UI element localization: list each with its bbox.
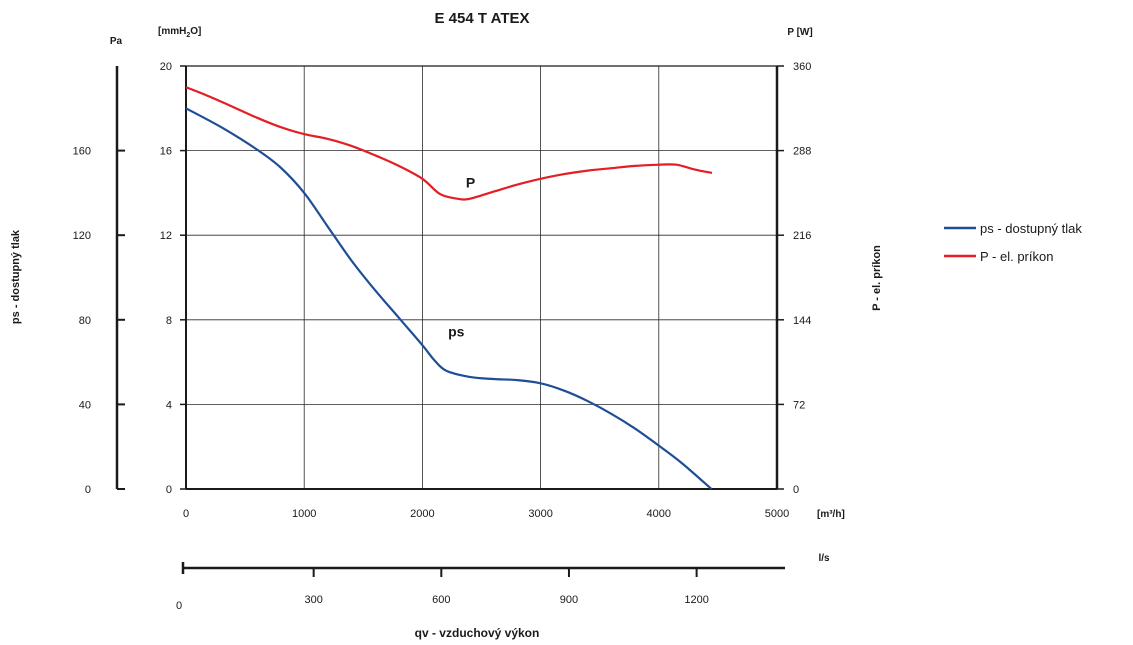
mmh2o-tick-label: 0 xyxy=(166,484,172,496)
power-tick-label: 0 xyxy=(793,484,799,496)
x-axis-title: qv - vzduchový výkon xyxy=(415,626,540,640)
ls-tick-label: 300 xyxy=(304,594,322,606)
x-tick-label: 5000 xyxy=(765,508,789,520)
power-tick-label: 144 xyxy=(793,315,811,327)
ls-tick-label: 600 xyxy=(432,594,450,606)
pa-tick-label: 80 xyxy=(79,315,91,327)
x-tick-label: 3000 xyxy=(528,508,552,520)
mmh2o-tick-label: 20 xyxy=(160,61,172,73)
right-axis-title: P - el. príkon xyxy=(871,245,883,311)
mmh2o-tick-label: 4 xyxy=(166,399,172,411)
power-tick-label: 288 xyxy=(793,146,811,158)
mmh2o-unit-label: [mmH2O] xyxy=(158,26,201,39)
x-tick-label: 4000 xyxy=(647,508,671,520)
ls-unit-label: l/s xyxy=(818,553,830,564)
x-tick-label: 0 xyxy=(183,508,189,520)
mmh2o-tick-label: 12 xyxy=(160,230,172,242)
series-line-0 xyxy=(185,107,713,490)
tick-label-layer: 0 1000 2000 3000 4000 50000481216200408012016… xyxy=(73,61,812,612)
left-axis-title: ps - dostupný tlak xyxy=(10,229,22,324)
power-tick-label: 216 xyxy=(793,230,811,242)
power-tick-label: 360 xyxy=(793,61,811,73)
series-line-1 xyxy=(185,86,713,201)
power-unit-label: P [W] xyxy=(787,27,812,38)
grid-layer xyxy=(186,66,777,489)
series-layer: ps P xyxy=(185,86,713,490)
legend: ps - dostupný tlak P - el. príkon xyxy=(944,221,1082,264)
series-curve-label-0: ps xyxy=(448,324,465,340)
chart-title: E 454 T ATEX xyxy=(434,10,529,27)
mmh2o-tick-label: 8 xyxy=(166,315,172,327)
legend-entry-1: P - el. príkon xyxy=(980,249,1053,264)
pa-tick-label: 160 xyxy=(73,146,91,158)
ls-tick-label: 0 xyxy=(176,600,182,612)
ls-tick-label: 1200 xyxy=(684,594,708,606)
x-tick-label: 1000 xyxy=(292,508,316,520)
axes-layer xyxy=(115,65,785,577)
legend-entry-0: ps - dostupný tlak xyxy=(980,221,1082,236)
ls-tick-label: 900 xyxy=(560,594,578,606)
x-unit-label: [m³/h] xyxy=(817,509,845,520)
pa-tick-label: 0 xyxy=(85,484,91,496)
power-tick-label: 72 xyxy=(793,399,805,411)
mmh2o-tick-label: 16 xyxy=(160,146,172,158)
pa-tick-label: 120 xyxy=(73,230,91,242)
pa-unit-label: Pa xyxy=(110,36,123,47)
series-curve-label-1: P xyxy=(466,174,475,190)
x-tick-label: 2000 xyxy=(410,508,434,520)
pa-tick-label: 40 xyxy=(79,399,91,411)
